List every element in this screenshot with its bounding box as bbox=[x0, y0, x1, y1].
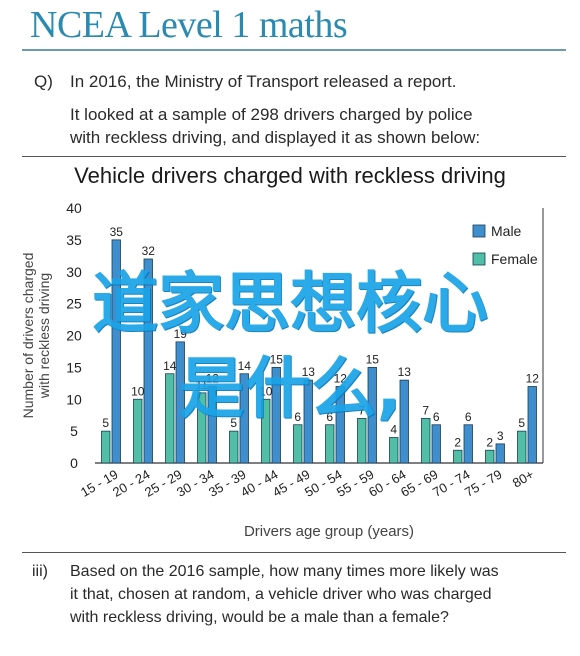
data-label-female: 5 bbox=[230, 416, 237, 430]
question3-line-2: it that, chosen at random, a vehicle dri… bbox=[70, 586, 492, 603]
bar-male bbox=[111, 239, 121, 464]
question3-label: iii) bbox=[32, 563, 48, 580]
y-tick-label: 20 bbox=[66, 328, 82, 344]
chart-top-divider bbox=[22, 156, 566, 157]
bar-male bbox=[175, 341, 185, 464]
data-label-female: 10 bbox=[131, 384, 145, 398]
question3-line-1: Based on the 2016 sample, how many times… bbox=[70, 563, 499, 580]
data-label-male: 35 bbox=[110, 225, 124, 239]
data-label-female: 10 bbox=[259, 384, 273, 398]
data-label-female: 4 bbox=[390, 423, 397, 437]
data-label-female: 2 bbox=[486, 435, 493, 449]
watermark-overlay-line-2: 是什么, bbox=[178, 350, 402, 427]
bar-female bbox=[229, 430, 239, 464]
question-label: Q) bbox=[34, 72, 53, 91]
data-label-male: 32 bbox=[142, 244, 156, 258]
data-label-female: 5 bbox=[102, 416, 109, 430]
legend-swatch-male bbox=[472, 224, 486, 238]
data-label-male: 15 bbox=[270, 352, 284, 366]
page-header: NCEA Level 1 maths bbox=[0, 0, 580, 51]
bar-female bbox=[133, 398, 143, 464]
data-label-male: 13 bbox=[302, 365, 316, 379]
data-label-female: 7 bbox=[422, 403, 429, 417]
bar-male bbox=[239, 373, 249, 464]
data-label-male: 13 bbox=[398, 365, 412, 379]
question-line-2: It looked at a sample of 298 drivers cha… bbox=[70, 105, 473, 124]
x-axis-label: Drivers age group (years) bbox=[244, 523, 414, 540]
bar-female bbox=[485, 449, 495, 464]
bar-female bbox=[165, 373, 175, 464]
data-label-male: 12 bbox=[206, 372, 220, 386]
bar-female bbox=[197, 392, 207, 464]
y-tick-label: 15 bbox=[66, 359, 82, 375]
y-tick-label: 10 bbox=[66, 391, 82, 407]
data-label-female: 6 bbox=[326, 410, 333, 424]
data-label-male: 12 bbox=[526, 372, 540, 386]
bar-male bbox=[431, 424, 441, 464]
y-tick-label: 0 bbox=[70, 455, 78, 471]
data-label-female: 7 bbox=[358, 403, 365, 417]
legend-label-female: Female bbox=[491, 251, 538, 267]
legend-label-male: Male bbox=[491, 223, 522, 239]
data-label-female: 2 bbox=[454, 435, 461, 449]
data-label-male: 3 bbox=[497, 429, 504, 443]
page-title: NCEA Level 1 maths bbox=[30, 4, 348, 46]
question3-line-3: with reckless driving, would be a male t… bbox=[70, 609, 449, 626]
chart-bottom-divider bbox=[22, 552, 566, 553]
bar-male bbox=[527, 386, 537, 464]
bar-male bbox=[143, 258, 153, 464]
data-label-female: 6 bbox=[294, 410, 301, 424]
bar-male bbox=[207, 386, 217, 464]
y-tick-label: 40 bbox=[66, 200, 82, 216]
bar-female bbox=[389, 437, 399, 464]
y-tick-label: 25 bbox=[66, 296, 82, 312]
data-label-male: 6 bbox=[465, 410, 472, 424]
data-label-male: 19 bbox=[174, 327, 188, 341]
bar-male bbox=[335, 386, 345, 464]
y-tick-label: 5 bbox=[70, 423, 78, 439]
bar-female bbox=[453, 449, 463, 464]
data-label-male: 12 bbox=[334, 372, 348, 386]
question-line-3: with reckless driving, and displayed it … bbox=[70, 128, 481, 147]
data-label-male: 6 bbox=[433, 410, 440, 424]
bar-male bbox=[367, 366, 377, 464]
data-label-female: 11 bbox=[196, 378, 209, 392]
data-label-female: 5 bbox=[518, 416, 525, 430]
question-line-1: In 2016, the Ministry of Transport relea… bbox=[70, 72, 457, 91]
y-axis-label: Number of drivers chargedwith reckless d… bbox=[20, 253, 52, 419]
header-divider bbox=[22, 49, 566, 51]
bar-male bbox=[399, 379, 409, 464]
bar-female bbox=[293, 424, 303, 464]
bar-female bbox=[101, 430, 111, 464]
bar-male bbox=[303, 379, 313, 464]
data-label-male: 14 bbox=[238, 359, 252, 373]
bar-female bbox=[421, 417, 431, 464]
bar-male bbox=[271, 366, 281, 464]
bar-female bbox=[325, 424, 335, 464]
x-tick-label: 75 - 79 bbox=[462, 467, 505, 500]
x-tick-label: 80+ bbox=[510, 467, 537, 491]
bar-female bbox=[357, 417, 367, 464]
watermark-overlay-line-1: 道家思想核心 bbox=[92, 265, 488, 342]
y-tick-label: 35 bbox=[66, 232, 82, 248]
chart-title: Vehicle drivers charged with reckless dr… bbox=[74, 163, 506, 188]
bar-female bbox=[517, 430, 527, 464]
data-label-female: 14 bbox=[163, 359, 177, 373]
y-tick-label: 30 bbox=[66, 264, 82, 280]
bar-male bbox=[463, 424, 473, 464]
bar-male bbox=[495, 443, 505, 464]
legend-swatch-female bbox=[472, 252, 486, 266]
bar-female bbox=[261, 398, 271, 464]
data-label-male: 15 bbox=[366, 352, 380, 366]
